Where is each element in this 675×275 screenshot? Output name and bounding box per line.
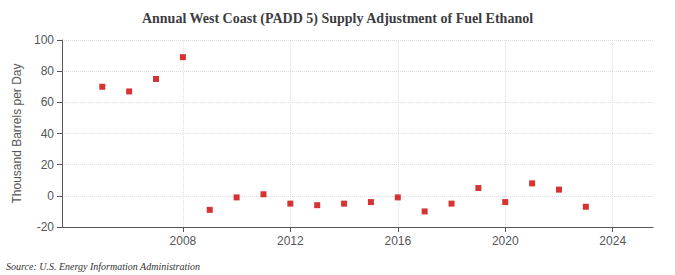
svg-text:0: 0 — [47, 189, 54, 203]
svg-text:40: 40 — [41, 127, 55, 141]
svg-text:2012: 2012 — [277, 234, 304, 248]
svg-text:20: 20 — [41, 158, 55, 172]
svg-text:Source: U.S. Energy Informatio: Source: U.S. Energy Information Administ… — [6, 261, 200, 272]
svg-text:2020: 2020 — [492, 234, 519, 248]
svg-text:Annual West Coast (PADD 5) Sup: Annual West Coast (PADD 5) Supply Adjust… — [142, 11, 533, 27]
svg-text:2024: 2024 — [599, 234, 626, 248]
svg-text:Thousand Barrels per Day: Thousand Barrels per Day — [10, 63, 24, 203]
svg-text:2008: 2008 — [170, 234, 197, 248]
svg-text:100: 100 — [34, 33, 54, 47]
svg-text:-20: -20 — [37, 220, 55, 234]
svg-text:2016: 2016 — [384, 234, 411, 248]
svg-text:60: 60 — [41, 95, 55, 109]
svg-text:80: 80 — [41, 64, 55, 78]
